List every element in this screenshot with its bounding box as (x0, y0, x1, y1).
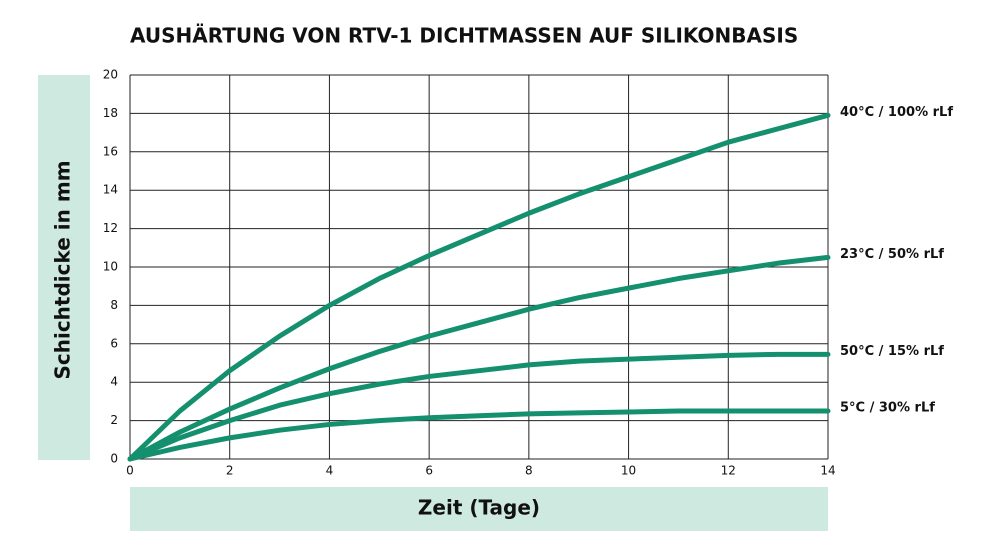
x-tick-label: 10 (621, 464, 636, 478)
x-tick-label: 6 (425, 464, 433, 478)
y-tick-label: 6 (110, 336, 118, 350)
series-label: 23°C / 50% rLf (840, 247, 944, 262)
chart-title: AUSHÄRTUNG VON RTV-1 DICHTMASSEN AUF SIL… (130, 24, 798, 48)
y-label-box (38, 75, 90, 460)
x-tick-label: 8 (525, 464, 533, 478)
y-tick-label: 4 (110, 375, 118, 389)
series-line (127, 254, 831, 462)
x-axis-label: Zeit (Tage) (418, 496, 540, 520)
x-tick-label: 14 (820, 464, 835, 478)
y-tick-label: 12 (103, 221, 118, 235)
x-tick-label: 12 (721, 464, 736, 478)
series-label: 40°C / 100% rLf (840, 105, 953, 120)
y-tick-label: 8 (110, 298, 118, 312)
x-tick-label: 2 (226, 464, 234, 478)
y-tick-label: 16 (103, 144, 118, 158)
x-label-box (130, 487, 828, 531)
y-tick-label: 14 (103, 183, 118, 197)
y-tick-label: 18 (103, 106, 118, 120)
y-axis-label: Schichtdicke in mm (51, 160, 75, 379)
x-tick-label: 0 (126, 464, 134, 478)
series-line (127, 351, 831, 462)
series-label: 5°C / 30% rLf (840, 401, 935, 416)
y-tick-label: 10 (103, 260, 118, 274)
x-tick-label: 4 (326, 464, 334, 478)
series-line (127, 112, 831, 462)
y-tick-label: 2 (110, 413, 118, 427)
y-tick-label: 0 (110, 452, 118, 466)
series-line (127, 408, 831, 462)
y-tick-label: 20 (103, 68, 118, 82)
series-label: 50°C / 15% rLf (840, 344, 944, 359)
